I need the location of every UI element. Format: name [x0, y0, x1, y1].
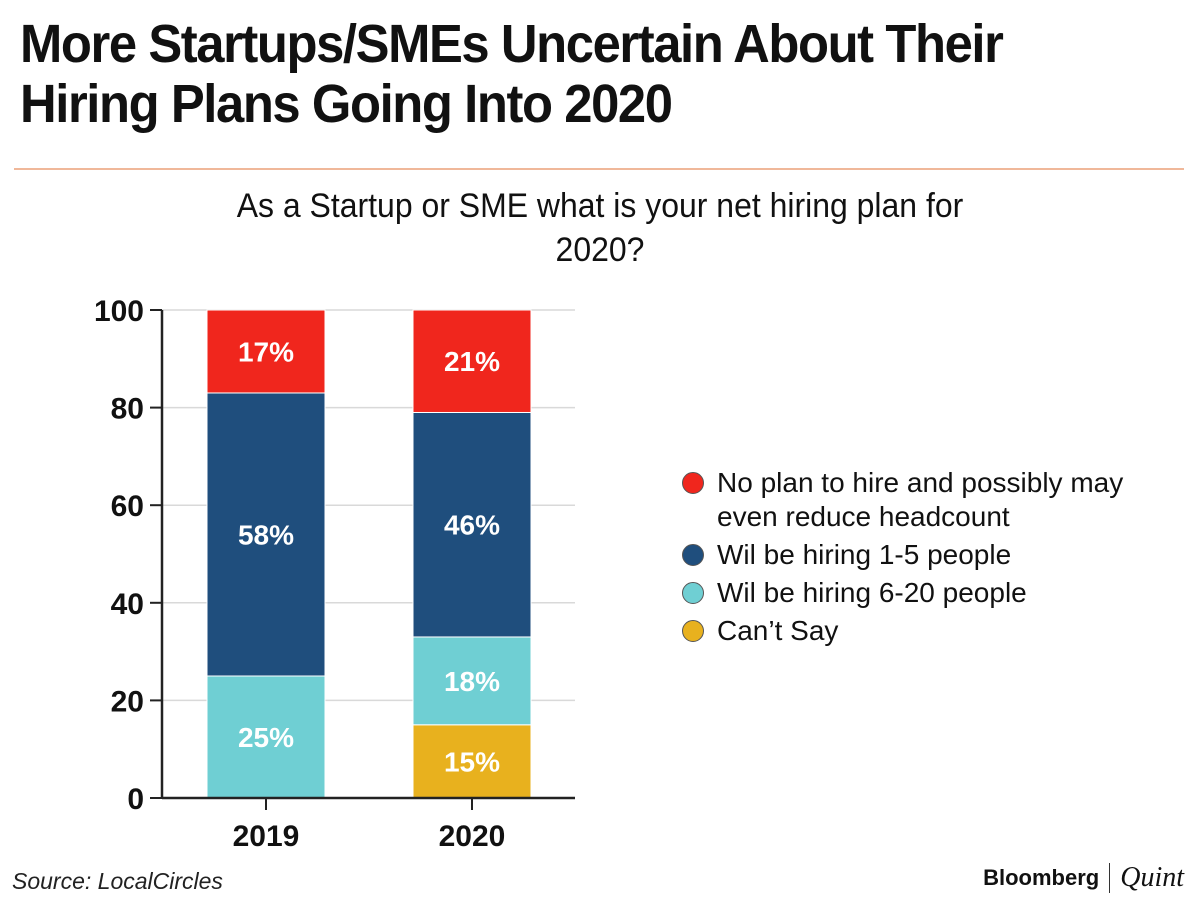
source-note: Source: LocalCircles [12, 868, 223, 894]
stacked-bar-chart: 0 20 40 60 80 100 25% 58% 17% 2019 15% 18% 46% 21% 202… [94, 295, 575, 853]
bar-2019-series-3 [206, 309, 326, 394]
brand-quint: Quint [1120, 862, 1184, 893]
x-tick-label-2019: 2019 [233, 820, 300, 853]
y-tick-label-40: 40 [111, 588, 144, 621]
data-label-2019-series-1: 25% [238, 722, 294, 753]
legend-label: Wil be hiring 1-5 people [717, 539, 1012, 570]
legend-item: Wil be hiring 1-5 people [682, 538, 1182, 572]
brand-divider [1109, 863, 1111, 893]
chart-legend: No plan to hire and possibly may even re… [682, 466, 1182, 652]
headline-divider [14, 168, 1184, 170]
legend-item: Wil be hiring 6-20 people [682, 576, 1182, 610]
bar-2020-series-3 [412, 309, 532, 413]
y-tick-label-0: 0 [127, 783, 144, 816]
bar-2019-series-1 [206, 675, 326, 799]
bar-2020-series-2 [412, 411, 532, 638]
y-tick-label-20: 20 [111, 685, 144, 718]
legend-label: No plan to hire and possibly may even re… [717, 467, 1124, 532]
legend-swatch [682, 472, 704, 494]
legend-swatch [682, 620, 704, 642]
data-label-2020-series-0: 15% [444, 746, 500, 777]
legend-item: No plan to hire and possibly may even re… [682, 466, 1182, 534]
data-label-2019-series-2: 58% [238, 519, 294, 550]
data-label-2020-series-2: 46% [444, 510, 500, 541]
legend-swatch [682, 544, 704, 566]
brand-bloomberg: Bloomberg [983, 865, 1100, 890]
data-label-2020-series-1: 18% [444, 666, 500, 697]
legend-item: Can’t Say [682, 614, 1182, 648]
bar-2020-series-1 [412, 636, 532, 726]
legend-label: Can’t Say [717, 615, 839, 646]
legend-label: Wil be hiring 6-20 people [717, 577, 1027, 608]
data-label-2019-series-3: 17% [238, 336, 294, 367]
y-tick-label-60: 60 [111, 490, 144, 523]
y-tick-label-80: 80 [111, 393, 144, 426]
chart-title: As a Startup or SME what is your net hir… [236, 187, 964, 269]
data-label-2020-series-3: 21% [444, 346, 500, 377]
brand-logo: Bloomberg Quint [983, 862, 1184, 894]
y-tick-label-100: 100 [94, 295, 144, 328]
legend-swatch [682, 582, 704, 604]
x-tick-label-2020: 2020 [439, 820, 506, 853]
bar-2019-series-2 [206, 392, 326, 677]
headline: More Startups/SMEs Uncertain About Their… [20, 14, 1004, 134]
